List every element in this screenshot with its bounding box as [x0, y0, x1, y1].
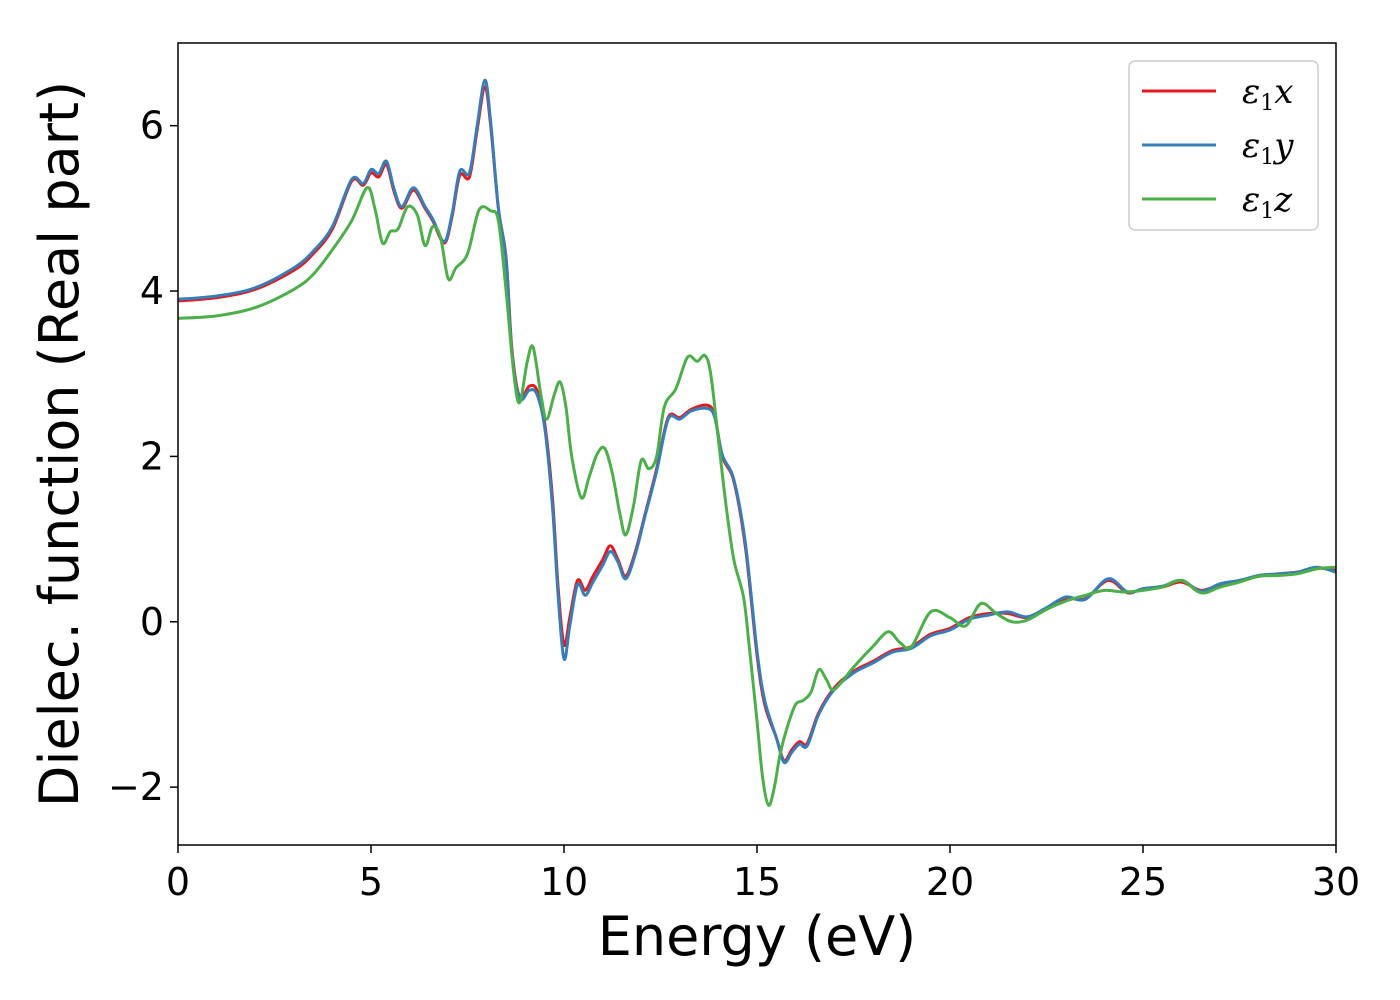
legend-label-symbol: ε	[1242, 180, 1260, 220]
x-tick-label: 15	[733, 860, 781, 904]
legend-label-variable: y	[1272, 126, 1294, 166]
y-tick-label: 4	[140, 269, 164, 313]
legend-label-symbol: ε	[1242, 126, 1260, 166]
legend-label: ε1z	[1242, 180, 1293, 224]
legend-label-subscript: 1	[1260, 145, 1274, 170]
x-tick-label: 30	[1312, 860, 1360, 904]
legend-label-subscript: 1	[1260, 91, 1274, 116]
x-axis: 0 5 10 15 20 25 30	[166, 845, 1360, 904]
legend-box	[1128, 60, 1319, 231]
series-line-z	[178, 186, 1336, 807]
y-tick-label: 2	[140, 434, 164, 478]
x-axis-title: Energy (eV)	[598, 905, 917, 968]
legend-label-variable: x	[1274, 72, 1293, 112]
legend-label-symbol: ε	[1242, 72, 1260, 112]
legend-label-subscript: 1	[1260, 199, 1274, 224]
series-line-y	[178, 78, 1336, 765]
x-tick-label: 20	[926, 860, 974, 904]
y-tick-label: −2	[108, 765, 164, 809]
legend-label: ε1y	[1242, 126, 1294, 170]
legend-label: ε1x	[1242, 72, 1293, 116]
x-tick-label: 5	[359, 860, 383, 904]
y-axis: −2 0 2 4 6	[108, 104, 178, 809]
y-axis-title: Dielec. function (Real part)	[28, 81, 91, 807]
legend-label-variable: z	[1273, 180, 1293, 220]
y-tick-label: 0	[140, 600, 164, 644]
x-tick-label: 25	[1119, 860, 1167, 904]
x-tick-label: 10	[540, 860, 588, 904]
series-layer	[178, 78, 1336, 807]
y-tick-label: 6	[140, 104, 164, 148]
x-tick-label: 0	[166, 860, 190, 904]
